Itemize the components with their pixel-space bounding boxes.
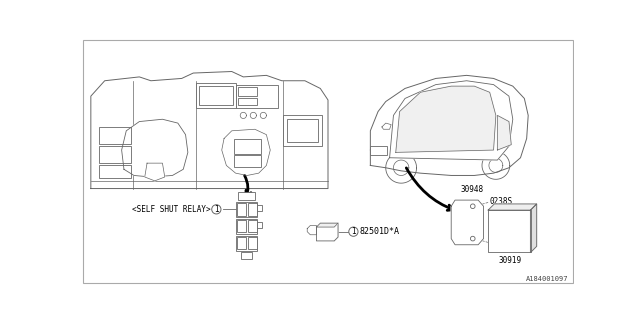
Polygon shape	[488, 204, 537, 210]
Bar	[248, 237, 257, 249]
Polygon shape	[371, 75, 528, 175]
Bar	[237, 220, 246, 232]
Bar	[287, 119, 318, 142]
Bar	[257, 205, 262, 211]
Bar	[234, 139, 261, 154]
Polygon shape	[316, 223, 338, 227]
Polygon shape	[382, 123, 391, 129]
Bar	[236, 202, 257, 217]
Polygon shape	[497, 116, 511, 150]
Text: 1: 1	[214, 205, 219, 214]
Text: 30948: 30948	[460, 185, 484, 194]
Circle shape	[349, 227, 358, 236]
Bar	[371, 146, 387, 156]
Polygon shape	[451, 200, 484, 245]
Circle shape	[470, 204, 475, 209]
Text: 30919: 30919	[498, 256, 522, 265]
Bar	[237, 237, 246, 249]
Polygon shape	[122, 119, 188, 177]
Bar	[236, 219, 257, 234]
Polygon shape	[91, 71, 328, 188]
Polygon shape	[316, 223, 338, 241]
Text: 82501D*A: 82501D*A	[360, 227, 399, 236]
Bar	[236, 236, 257, 251]
Bar	[234, 156, 261, 167]
Bar	[99, 146, 131, 163]
Polygon shape	[390, 81, 513, 160]
Text: <SELF SHUT RELAY>: <SELF SHUT RELAY>	[132, 205, 210, 214]
Bar	[257, 222, 262, 228]
Bar	[238, 192, 255, 200]
Bar	[196, 83, 236, 108]
Bar	[236, 84, 278, 108]
Bar	[238, 87, 257, 96]
Polygon shape	[145, 163, 164, 181]
Polygon shape	[221, 129, 270, 175]
Bar	[248, 220, 257, 232]
Polygon shape	[307, 226, 316, 235]
Text: A184001097: A184001097	[525, 276, 568, 282]
Text: 1: 1	[351, 227, 356, 236]
Bar	[238, 99, 257, 105]
Bar	[99, 127, 131, 144]
Bar	[284, 116, 322, 146]
Bar	[99, 165, 131, 178]
Polygon shape	[396, 86, 496, 152]
Polygon shape	[488, 210, 531, 252]
Text: 0238S: 0238S	[490, 239, 513, 248]
Circle shape	[470, 236, 475, 241]
Circle shape	[212, 205, 221, 214]
Text: 0238S: 0238S	[490, 197, 513, 206]
Bar	[237, 203, 246, 215]
Bar	[248, 203, 257, 215]
Polygon shape	[531, 204, 537, 252]
Bar	[241, 252, 252, 259]
Bar	[198, 86, 232, 105]
